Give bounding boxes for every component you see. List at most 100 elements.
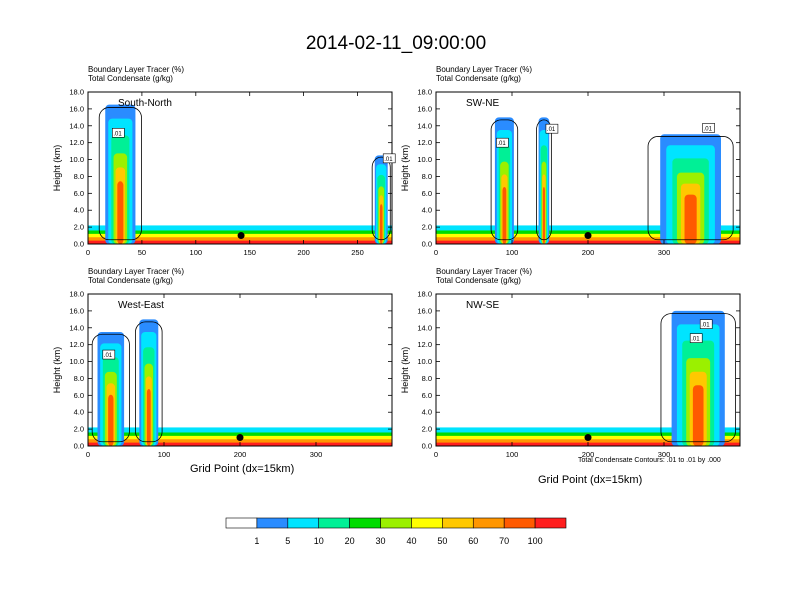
panel-subtitle: Boundary Layer Tracer (%) <box>436 267 532 276</box>
panel-name: SW-NE <box>466 98 499 109</box>
chart-panel-0: Boundary Layer Tracer (%)Total Condensat… <box>52 65 396 257</box>
y-tick-label: 16.0 <box>417 306 432 315</box>
contour-label: .01 <box>704 126 713 132</box>
contour-label: .01 <box>384 157 393 163</box>
colorbar-segment <box>472 517 505 529</box>
condensate-contour <box>536 119 552 241</box>
y-tick-label: 10.0 <box>417 357 432 366</box>
chart-panel-3: Boundary Layer Tracer (%)Total Condensat… <box>400 267 741 459</box>
plume-shell <box>502 187 507 244</box>
y-tick-label: 6.0 <box>422 391 432 400</box>
y-tick-label: 0.0 <box>422 240 432 249</box>
location-marker <box>584 434 592 442</box>
condensate-contour <box>91 333 130 443</box>
contour-label-box <box>496 137 509 148</box>
condensate-contour <box>490 119 519 241</box>
plume-shell <box>542 187 545 244</box>
x-tick-label: 200 <box>582 248 595 257</box>
x-tick-label: 200 <box>582 450 595 459</box>
condensate-contour <box>660 313 736 443</box>
x-tick-label: 0 <box>86 450 90 459</box>
condensate-contour <box>371 156 391 241</box>
y-tick-label: 10.0 <box>417 155 432 164</box>
plot-area <box>88 319 392 446</box>
y-tick-label: 8.0 <box>422 172 432 181</box>
x-tick-label: 300 <box>310 450 323 459</box>
plume-shell <box>684 194 697 244</box>
y-tick-label: 8.0 <box>422 374 432 383</box>
colorbar-segment <box>256 517 289 529</box>
y-tick-label: 18.0 <box>417 290 432 299</box>
location-marker <box>236 434 244 442</box>
y-tick-label: 16.0 <box>417 104 432 113</box>
x-tick-label: 0 <box>86 248 90 257</box>
plot-area <box>88 104 392 244</box>
plume-shell <box>379 204 383 244</box>
y-tick-label: 18.0 <box>69 290 84 299</box>
y-tick-label: 16.0 <box>69 306 84 315</box>
contour-label: .01 <box>547 127 556 133</box>
y-tick-label: 14.0 <box>417 121 432 130</box>
y-tick-label: 6.0 <box>74 189 84 198</box>
x-tick-label: 150 <box>243 248 256 257</box>
y-tick-label: 14.0 <box>417 323 432 332</box>
panel-subtitle: Boundary Layer Tracer (%) <box>88 65 184 74</box>
y-tick-label: 4.0 <box>74 408 84 417</box>
contour-label: .01 <box>691 337 700 343</box>
contour-label: .01 <box>104 353 113 359</box>
location-marker <box>237 232 245 240</box>
contour-label-box <box>382 153 396 164</box>
colorbar-label: 100 <box>528 536 543 546</box>
colorbar-segment <box>318 517 350 529</box>
y-tick-label: 2.0 <box>422 425 432 434</box>
panel-name: West-East <box>118 300 164 311</box>
x-tick-label: 250 <box>351 248 364 257</box>
y-tick-label: 4.0 <box>422 206 432 215</box>
colorbar-label: 10 <box>314 536 324 546</box>
x-axis-label-left: Grid Point (dx=15km) <box>190 463 295 475</box>
x-axis-label-right: Grid Point (dx=15km) <box>538 474 643 486</box>
plume-shell <box>108 394 114 446</box>
x-tick-label: 0 <box>434 248 438 257</box>
y-tick-label: 10.0 <box>69 155 84 164</box>
y-tick-label: 8.0 <box>74 374 84 383</box>
location-marker <box>584 232 592 240</box>
y-tick-label: 2.0 <box>422 223 432 232</box>
colorbar-segment <box>349 517 381 529</box>
panel-name: NW-SE <box>466 300 499 311</box>
colorbar-segment <box>225 517 258 529</box>
colorbar-segment <box>442 517 474 529</box>
plume-shell <box>692 385 704 446</box>
condensate-contour <box>98 107 142 241</box>
colorbar-segment <box>503 517 536 529</box>
colorbar-label: 50 <box>437 536 447 546</box>
panel-subtitle: Boundary Layer Tracer (%) <box>88 267 184 276</box>
colorbar-segment <box>287 517 320 529</box>
panel-subtitle: Total Condensate (g/kg) <box>436 276 521 285</box>
colorbar-label: 30 <box>376 536 386 546</box>
x-tick-label: 0 <box>434 450 438 459</box>
y-tick-label: 4.0 <box>74 206 84 215</box>
contour-label-box <box>112 128 125 138</box>
x-tick-label: 300 <box>658 450 671 459</box>
colorbar-label: 40 <box>406 536 416 546</box>
y-tick-label: 6.0 <box>422 189 432 198</box>
colorbar-segment <box>411 517 443 529</box>
panel-subtitle: Total Condensate (g/kg) <box>436 74 521 83</box>
contour-note: Total Condensate Contours: .01 to .01 by… <box>578 457 721 464</box>
y-tick-label: 0.0 <box>74 442 84 451</box>
panel-subtitle: Total Condensate (g/kg) <box>88 74 173 83</box>
x-tick-label: 200 <box>297 248 310 257</box>
x-tick-label: 100 <box>506 450 519 459</box>
contour-label: .01 <box>497 141 506 147</box>
figure-title: 2014-02-11_09:00:00 <box>305 33 487 54</box>
contour-label-box <box>102 349 116 360</box>
y-axis-label: Height (km) <box>400 145 410 192</box>
y-tick-label: 0.0 <box>422 442 432 451</box>
contour-label-box <box>545 123 559 134</box>
condensate-contour <box>647 136 734 241</box>
colorbar-label: 20 <box>345 536 355 546</box>
colorbar-label: 60 <box>468 536 478 546</box>
